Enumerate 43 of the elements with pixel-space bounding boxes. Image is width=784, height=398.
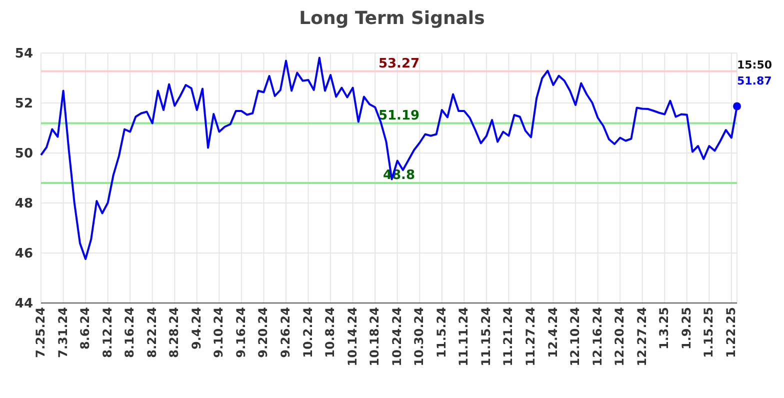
ref-line-label: 53.27 (378, 56, 420, 72)
x-tick-label: 10.30.24 (412, 307, 426, 366)
x-tick-label: 10.14.24 (345, 307, 360, 366)
x-tick-label: 11.27.24 (524, 307, 538, 366)
y-tick-label: 54 (14, 46, 33, 62)
x-tick-label: 9.26.24 (278, 307, 293, 358)
ref-line-label: 51.19 (378, 108, 420, 124)
x-tick-label: 7.25.24 (34, 307, 48, 358)
y-tick-label: 46 (14, 246, 33, 262)
x-tick-label: 11.21.24 (501, 307, 516, 366)
x-tick-label: 11.11.24 (456, 307, 471, 366)
x-tick-label: 8.16.24 (122, 307, 137, 358)
data-label: 51.87 (737, 74, 772, 88)
x-tick-label: 8.12.24 (100, 307, 114, 358)
x-tick-label: 1.9.25 (679, 307, 694, 350)
x-tick-label: 8.22.24 (144, 307, 159, 358)
chart-title: Long Term Signals (298, 8, 486, 29)
y-tick-label: 50 (14, 146, 33, 162)
x-tick-label: 10.2.24 (300, 307, 315, 358)
x-tick-label: 9.10.24 (212, 307, 226, 358)
x-tick-label: 9.16.24 (234, 307, 248, 358)
x-tick-label: 1.15.25 (702, 307, 716, 358)
x-tick-label: 10.8.24 (323, 307, 338, 358)
x-tick-label: 1.3.25 (657, 307, 672, 350)
annotation: 15:50 (737, 58, 772, 72)
x-tick-label: 9.20.24 (256, 307, 270, 358)
x-tick-label: 9.4.24 (189, 307, 204, 350)
x-tick-label: 8.6.24 (78, 307, 92, 350)
x-tick-label: 12.4.24 (546, 307, 560, 358)
y-tick-label: 52 (14, 96, 33, 112)
x-tick-label: 12.10.24 (568, 307, 582, 366)
y-tick-label: 48 (14, 196, 33, 212)
x-tick-label: 1.22.25 (724, 307, 738, 358)
x-tick-label: 11.15.24 (478, 307, 493, 366)
y-tick-label: 44 (14, 296, 33, 312)
x-tick-label: 12.16.24 (590, 307, 604, 366)
x-tick-label: 12.20.24 (612, 307, 627, 366)
x-tick-label: 10.18.24 (368, 307, 382, 366)
x-tick-label: 8.28.24 (167, 307, 182, 358)
x-tick-label: 11.5.24 (434, 307, 448, 358)
x-tick-label: 10.24.24 (390, 307, 404, 366)
x-tick-label: 12.27.24 (634, 307, 649, 366)
x-tick-label: 7.31.24 (56, 307, 70, 358)
